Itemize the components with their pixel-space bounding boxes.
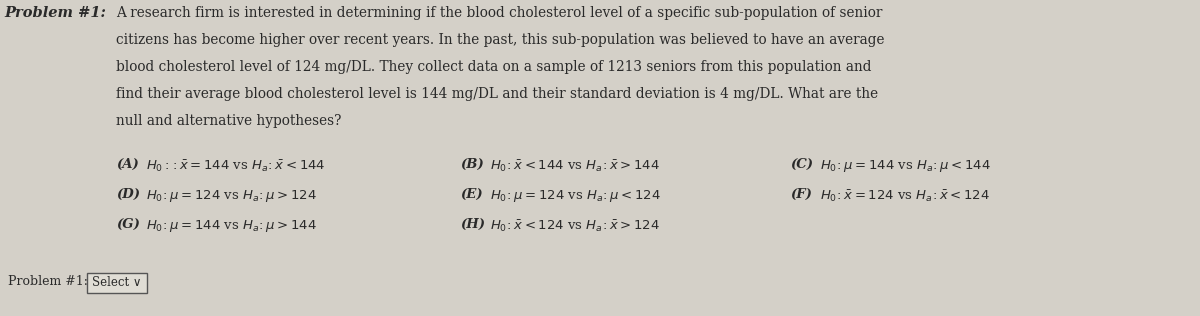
Text: $H_0\!:\bar{x} < 124$ vs $H_a\!:\bar{x} > 124$: $H_0\!:\bar{x} < 124$ vs $H_a\!:\bar{x} …	[490, 218, 660, 234]
Text: $H_0\!:\bar{x} < 144$ vs $H_a\!:\bar{x} > 144$: $H_0\!:\bar{x} < 144$ vs $H_a\!:\bar{x} …	[490, 158, 660, 174]
Text: find their average blood cholesterol level is 144 mg/DL and their standard devia: find their average blood cholesterol lev…	[116, 87, 878, 101]
Text: $H_0:\!:\bar{x} = 144$ vs $H_a\!:\bar{x} < 144$: $H_0:\!:\bar{x} = 144$ vs $H_a\!:\bar{x}…	[146, 158, 325, 174]
Text: Select ∨: Select ∨	[92, 276, 142, 289]
Text: citizens has become higher over recent years. In the past, this sub-population w: citizens has become higher over recent y…	[116, 33, 884, 47]
Text: Problem #1:: Problem #1:	[4, 6, 106, 20]
FancyBboxPatch shape	[88, 273, 148, 293]
Text: (A): (A)	[116, 158, 139, 171]
Text: $H_0\!:\bar{x} = 124$ vs $H_a\!:\bar{x} < 124$: $H_0\!:\bar{x} = 124$ vs $H_a\!:\bar{x} …	[820, 188, 990, 204]
Text: (G): (G)	[116, 218, 140, 231]
Text: (F): (F)	[790, 188, 812, 201]
Text: A research firm is interested in determining if the blood cholesterol level of a: A research firm is interested in determi…	[116, 6, 882, 20]
Text: (C): (C)	[790, 158, 814, 171]
Text: $H_0\!:\mu = 124$ vs $H_a\!:\mu > 124$: $H_0\!:\mu = 124$ vs $H_a\!:\mu > 124$	[146, 188, 317, 204]
Text: (E): (E)	[460, 188, 482, 201]
Text: $H_0\!:\mu = 124$ vs $H_a\!:\mu < 124$: $H_0\!:\mu = 124$ vs $H_a\!:\mu < 124$	[490, 188, 661, 204]
Text: $H_0\!:\mu = 144$ vs $H_a\!:\mu > 144$: $H_0\!:\mu = 144$ vs $H_a\!:\mu > 144$	[146, 218, 317, 234]
Text: $H_0\!:\mu = 144$ vs $H_a\!:\mu < 144$: $H_0\!:\mu = 144$ vs $H_a\!:\mu < 144$	[820, 158, 991, 174]
Text: (H): (H)	[460, 218, 485, 231]
Text: (B): (B)	[460, 158, 484, 171]
Text: null and alternative hypotheses?: null and alternative hypotheses?	[116, 114, 341, 128]
Text: (D): (D)	[116, 188, 140, 201]
Text: blood cholesterol level of 124 mg/DL. They collect data on a sample of 1213 seni: blood cholesterol level of 124 mg/DL. Th…	[116, 60, 871, 74]
Text: Problem #1:: Problem #1:	[8, 275, 88, 288]
